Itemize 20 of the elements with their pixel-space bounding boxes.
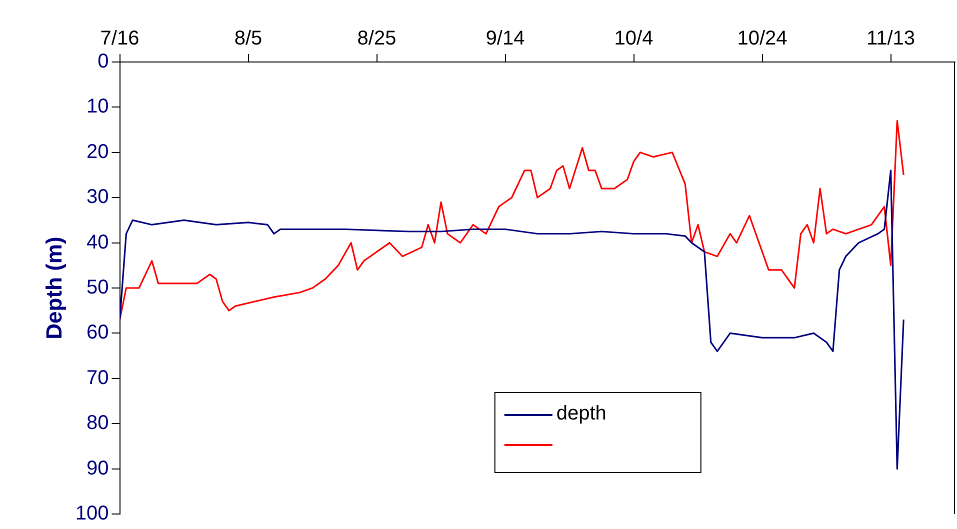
y-tick-label: 50: [86, 276, 109, 299]
y-tick-label: 20: [86, 140, 109, 163]
legend-label: depth: [556, 402, 606, 425]
y-tick-label: 70: [86, 366, 109, 389]
x-tick-label: 11/13: [866, 28, 916, 50]
x-tick-label: 8/25: [357, 28, 396, 50]
y-tick-label: 100: [75, 502, 109, 525]
y-tick-label: 40: [86, 231, 109, 254]
y-tick-label: 60: [86, 322, 109, 344]
y-tick-label: 30: [86, 186, 109, 208]
y-tick-label: 80: [86, 412, 109, 434]
y-tick-label: 90: [86, 457, 109, 480]
x-tick-label: 9/14: [486, 28, 525, 50]
x-tick-label: 8/5: [234, 28, 262, 50]
y-tick-label: 0: [98, 50, 109, 73]
x-tick-label: 10/24: [737, 28, 788, 50]
y-axis-title: Depth (m): [41, 236, 66, 340]
x-tick-label: 7/16: [100, 28, 140, 50]
y-tick-label: 10: [86, 96, 109, 118]
x-tick-label: 10/4: [614, 28, 654, 50]
